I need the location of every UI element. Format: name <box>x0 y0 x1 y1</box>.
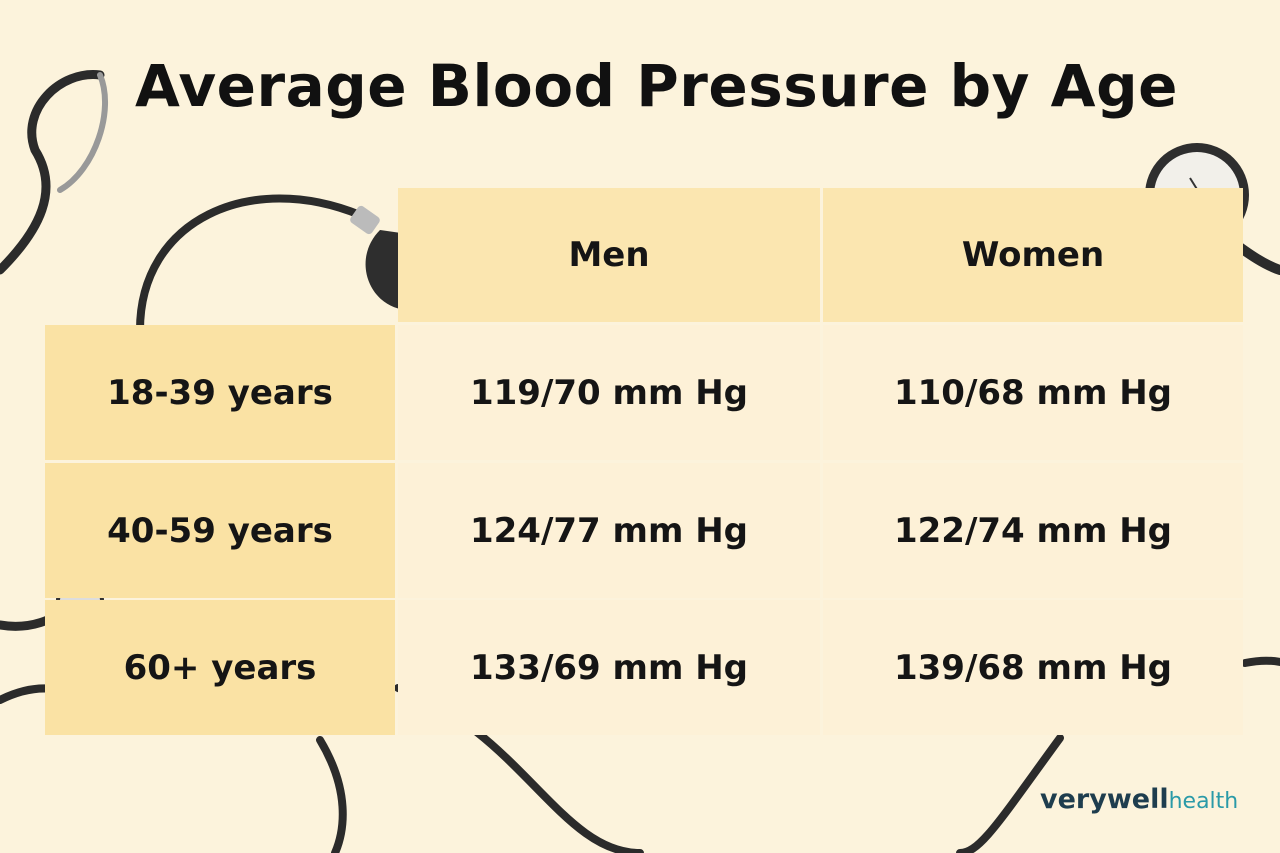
row-header: 18-39 years <box>45 325 395 460</box>
column-header: Women <box>823 188 1243 322</box>
tube <box>1241 656 1280 667</box>
bulb-tube <box>136 194 364 334</box>
table-cell: 133/69 mm Hg <box>398 600 820 735</box>
table-cell: 124/77 mm Hg <box>398 463 820 598</box>
brand-suffix: health <box>1168 789 1239 814</box>
column-header: Men <box>398 188 820 322</box>
row-header: 40-59 years <box>45 463 395 598</box>
brand-name: verywell <box>1040 784 1169 815</box>
stethoscope-tube <box>57 72 108 193</box>
tube <box>956 734 1064 853</box>
bulb-valve <box>350 205 380 235</box>
table-cell: 110/68 mm Hg <box>823 325 1243 460</box>
table-cell: 139/68 mm Hg <box>823 600 1243 735</box>
tube <box>316 736 347 853</box>
table-cell: 119/70 mm Hg <box>398 325 820 460</box>
table-cell: 122/74 mm Hg <box>823 463 1243 598</box>
brand: verywellhealth <box>1040 784 1238 815</box>
row-header: 60+ years <box>45 600 395 735</box>
title: Average Blood Pressure by Age <box>135 52 1178 120</box>
stethoscope-tube <box>0 70 105 275</box>
